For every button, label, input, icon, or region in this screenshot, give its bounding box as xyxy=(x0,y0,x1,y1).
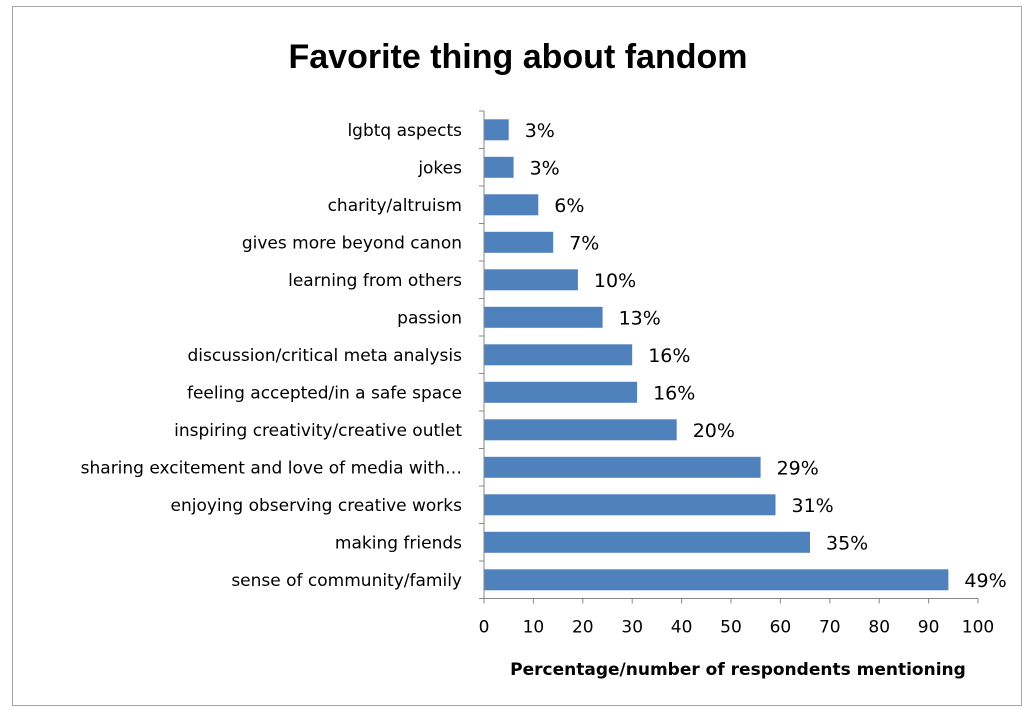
category-label: sharing excitement and love of media wit… xyxy=(81,458,462,478)
data-label: 13% xyxy=(619,307,661,329)
x-tick-label: 50 xyxy=(720,618,742,638)
category-label: lgbtq aspects xyxy=(347,121,462,141)
data-label: 7% xyxy=(569,232,599,254)
bar xyxy=(484,306,603,328)
bar xyxy=(484,231,554,253)
category-label: learning from others xyxy=(288,271,462,291)
category-label: making friends xyxy=(335,533,462,553)
x-tick-label: 80 xyxy=(868,618,890,638)
data-label: 16% xyxy=(653,382,695,404)
bar xyxy=(484,531,810,553)
x-tick-label: 60 xyxy=(770,618,792,638)
category-label: inspiring creativity/creative outlet xyxy=(174,421,462,441)
category-label: charity/altruism xyxy=(328,196,462,216)
x-tick-label: 90 xyxy=(918,618,940,638)
x-tick-label: 40 xyxy=(671,618,693,638)
chart-title: Favorite thing about fandom xyxy=(289,38,748,76)
x-axis-label: Percentage/number of respondents mention… xyxy=(510,660,966,680)
category-label: sense of community/family xyxy=(231,571,462,591)
x-tick-label: 10 xyxy=(523,618,545,638)
category-label: enjoying observing creative works xyxy=(170,496,462,516)
data-label: 35% xyxy=(826,532,868,554)
category-label: jokes xyxy=(417,158,462,178)
bar xyxy=(484,456,761,478)
data-label: 10% xyxy=(594,270,636,292)
x-tick-label: 100 xyxy=(962,618,994,638)
x-tick-label: 30 xyxy=(621,618,643,638)
data-label: 16% xyxy=(648,345,690,367)
bar xyxy=(484,381,638,403)
data-label: 3% xyxy=(530,157,560,179)
data-label: 31% xyxy=(792,495,834,517)
category-label: feeling accepted/in a safe space xyxy=(187,383,462,403)
x-tick-label: 70 xyxy=(819,618,841,638)
x-tick-label: 20 xyxy=(572,618,594,638)
bar xyxy=(484,269,578,291)
data-label: 20% xyxy=(693,420,735,442)
bar xyxy=(484,494,776,516)
category-label: discussion/critical meta analysis xyxy=(187,346,462,366)
x-tick-label: 0 xyxy=(479,618,490,638)
bar xyxy=(484,344,633,366)
category-label: passion xyxy=(397,308,462,328)
bar xyxy=(484,156,514,178)
data-label: 3% xyxy=(525,120,555,142)
data-label: 6% xyxy=(554,195,584,217)
data-label: 29% xyxy=(777,457,819,479)
bar xyxy=(484,119,509,141)
bar xyxy=(484,194,539,216)
data-label: 49% xyxy=(964,570,1006,592)
bar xyxy=(484,419,677,441)
category-label: gives more beyond canon xyxy=(242,233,462,253)
bar xyxy=(484,569,949,591)
